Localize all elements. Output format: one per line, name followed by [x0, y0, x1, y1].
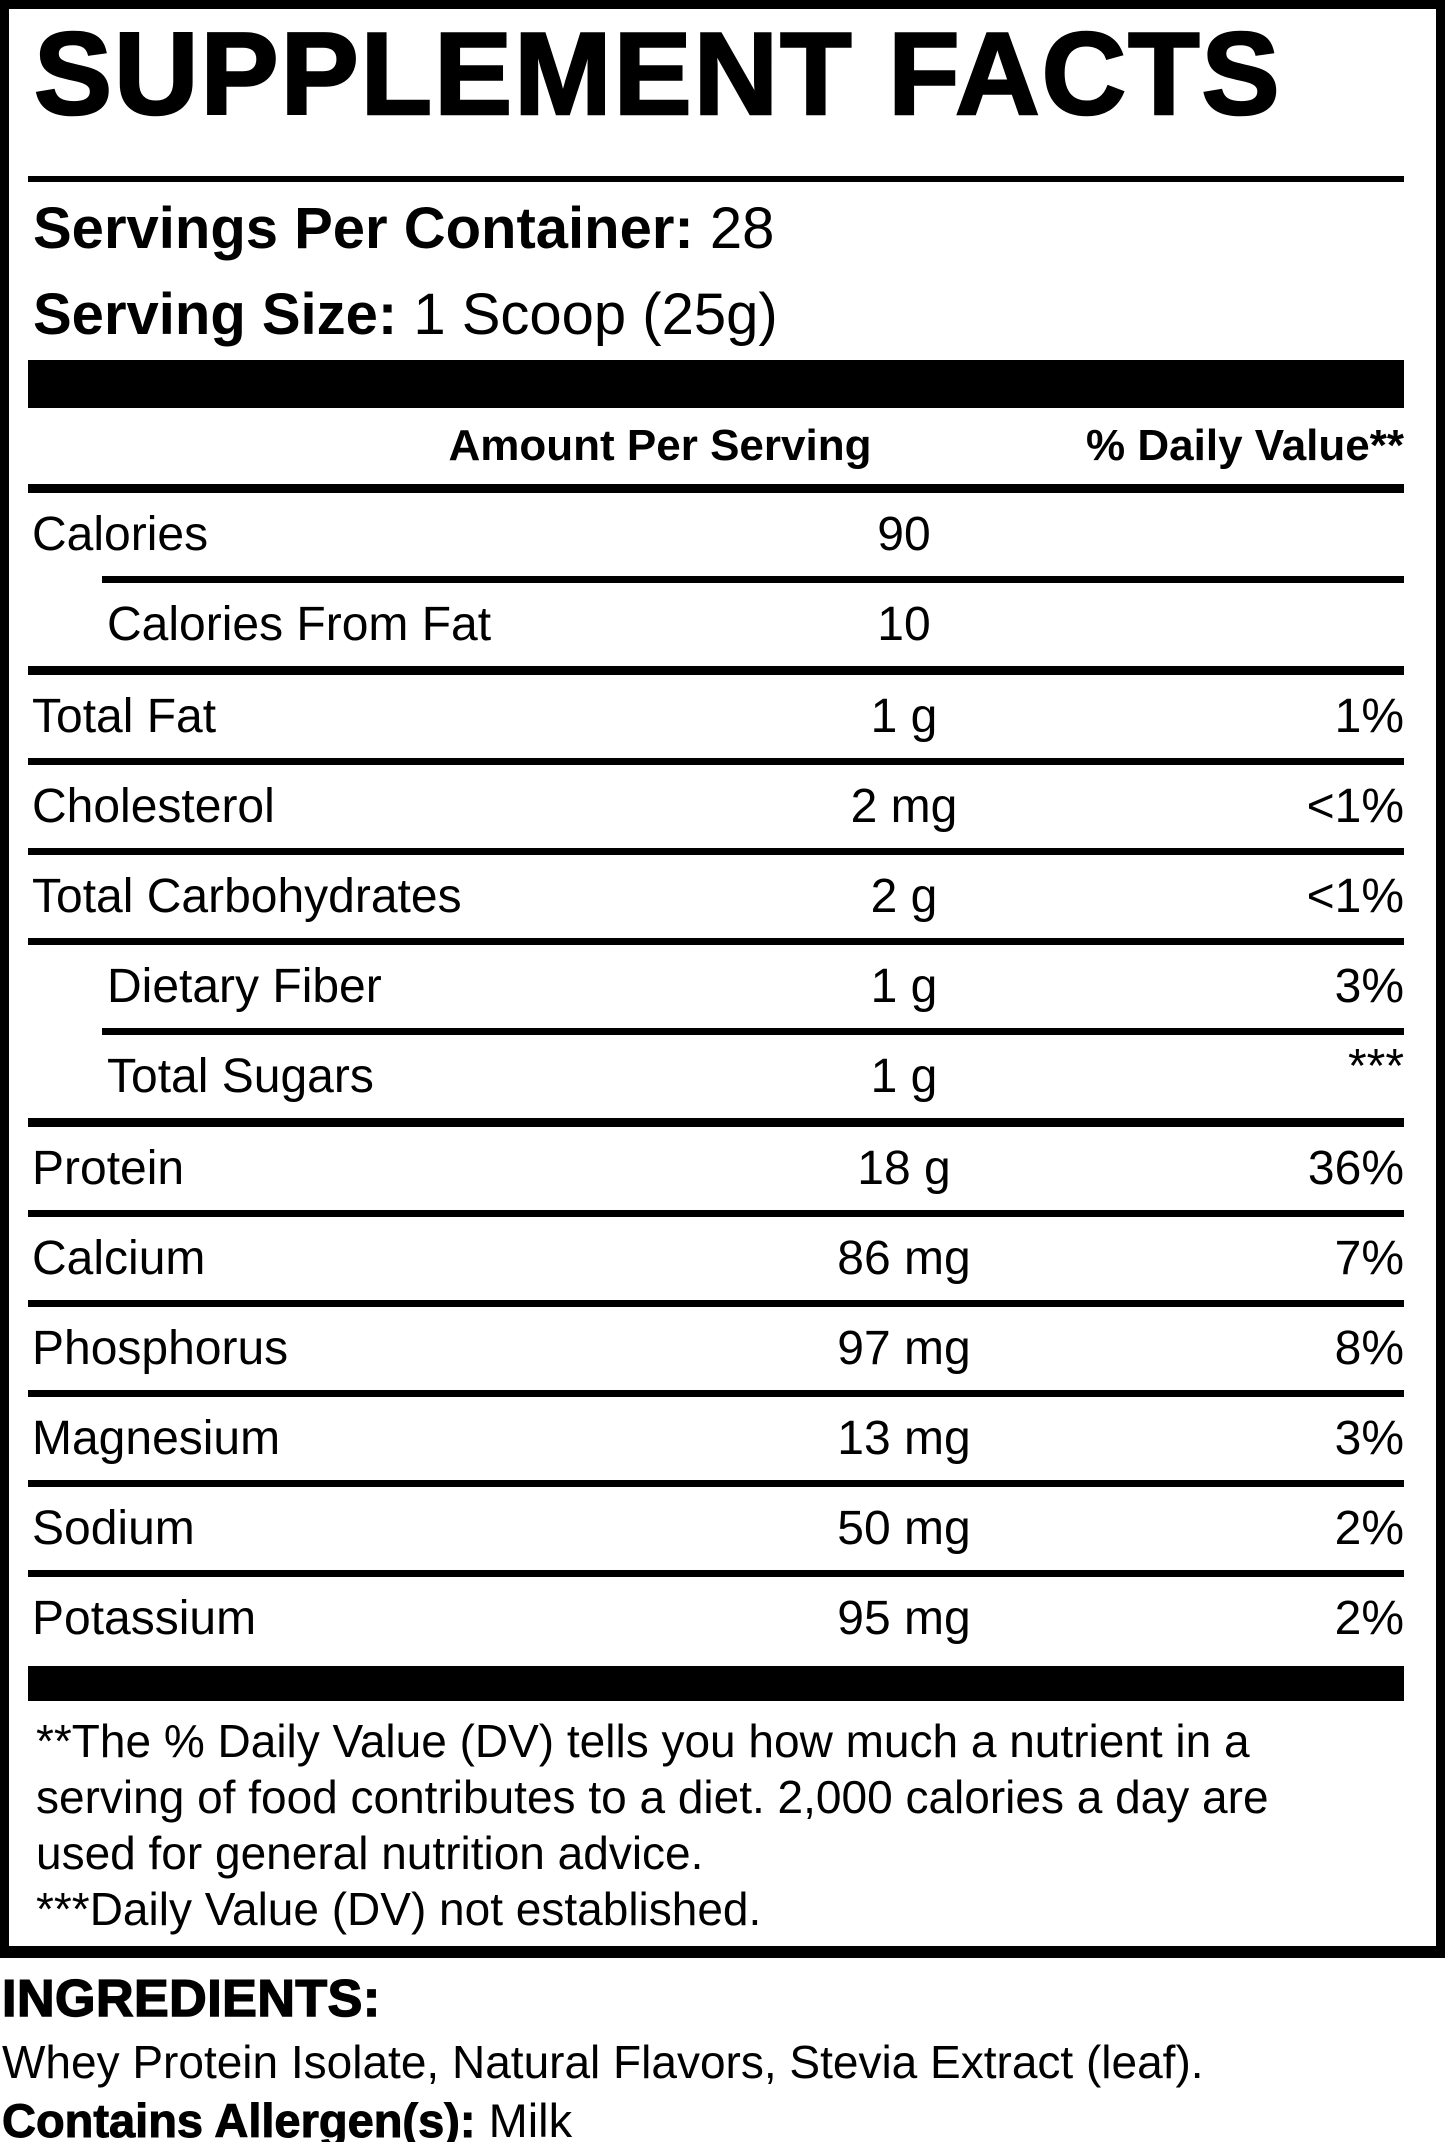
ingredients-heading: INGREDIENTS: — [1, 1969, 381, 2029]
nutrient-amount: 86 mg — [837, 1232, 971, 1285]
amount-per-serving-header: Amount Per Serving — [448, 421, 872, 470]
nutrient-daily-value: 3% — [1334, 960, 1404, 1013]
nutrient-daily-value: 2% — [1334, 1502, 1404, 1555]
table-row: Calories 90 — [28, 493, 1404, 576]
table-row: Calcium 86 mg 7% — [28, 1217, 1404, 1300]
nutrient-daily-value: <1% — [1306, 780, 1404, 833]
header-divider — [28, 484, 1404, 493]
row-divider — [28, 758, 1404, 765]
daily-value-header: % Daily Value** — [1086, 421, 1404, 470]
servings-per-container-label: Servings Per Container: — [33, 196, 694, 261]
row-divider — [28, 1390, 1404, 1397]
serving-size-label: Serving Size: — [33, 282, 398, 347]
row-divider — [28, 1480, 1404, 1487]
table-row: Phosphorus 97 mg 8% — [28, 1307, 1404, 1390]
row-divider — [28, 938, 1404, 945]
footnote-line: **The % Daily Value (DV) tells you how m… — [36, 1715, 1250, 1767]
nutrient-daily-value: 3% — [1334, 1412, 1404, 1465]
table-row: Magnesium 13 mg 3% — [28, 1397, 1404, 1480]
footnote-line: used for general nutrition advice. — [36, 1827, 704, 1879]
section-separator-bar — [28, 360, 1404, 408]
row-divider — [28, 1210, 1404, 1217]
nutrient-amount: 1 g — [870, 960, 938, 1013]
nutrient-amount: 50 mg — [837, 1502, 971, 1555]
ingredients-list: Whey Protein Isolate, Natural Flavors, S… — [2, 2036, 1204, 2088]
row-divider — [28, 666, 1404, 675]
nutrient-amount: 95 mg — [837, 1592, 971, 1645]
nutrient-name: Magnesium — [32, 1412, 281, 1465]
nutrient-name: Sodium — [32, 1502, 195, 1555]
nutrient-name: Phosphorus — [32, 1322, 289, 1375]
table-row: Total Fat 1 g 1% — [28, 675, 1404, 758]
footnotes: **The % Daily Value (DV) tells you how m… — [28, 1713, 1404, 1937]
table-row: Sodium 50 mg 2% — [28, 1487, 1404, 1570]
nutrient-daily-value: 2% — [1334, 1592, 1404, 1645]
nutrient-daily-value: 8% — [1334, 1322, 1404, 1375]
nutrient-amount: 10 — [877, 598, 931, 651]
row-divider — [102, 576, 1404, 583]
nutrient-daily-value: <1% — [1306, 870, 1404, 923]
nutrient-amount: 97 mg — [837, 1322, 971, 1375]
ingredients-section: INGREDIENTS: Whey Protein Isolate, Natur… — [0, 1958, 1445, 2142]
panel-title: SUPPLEMENT FACTS — [33, 8, 1282, 139]
nutrient-daily-value: *** — [1347, 1040, 1404, 1093]
table-row: Total Carbohydrates 2 g <1% — [28, 855, 1404, 938]
title-divider — [28, 176, 1404, 182]
row-divider — [28, 848, 1404, 855]
nutrient-name: Protein — [32, 1142, 185, 1195]
table-row: Total Sugars 1 g *** — [28, 1035, 1404, 1118]
table-row: Protein 18 g 36% — [28, 1127, 1404, 1210]
nutrient-daily-value: 36% — [1307, 1142, 1404, 1195]
row-divider — [28, 1570, 1404, 1577]
nutrient-name: Potassium — [32, 1592, 257, 1645]
nutrient-amount: 2 mg — [850, 780, 958, 833]
nutrient-name: Total Carbohydrates — [32, 870, 462, 923]
table-row: Cholesterol 2 mg <1% — [28, 765, 1404, 848]
table-header-row: Amount Per Serving % Daily Value** — [28, 408, 1404, 484]
row-divider — [28, 1300, 1404, 1307]
nutrient-daily-value: 7% — [1334, 1232, 1404, 1285]
table-row: Dietary Fiber 1 g 3% — [28, 945, 1404, 1028]
nutrient-name: Calcium — [32, 1232, 206, 1285]
row-divider — [102, 1028, 1404, 1035]
nutrient-name: Total Sugars — [107, 1050, 374, 1103]
serving-size-value: 1 Scoop (25g) — [413, 282, 778, 347]
footnote-line: serving of food contributes to a diet. 2… — [36, 1771, 1269, 1823]
table-row: Potassium 95 mg 2% — [28, 1577, 1404, 1660]
nutrient-amount: 18 g — [857, 1142, 951, 1195]
supplement-facts-panel: SUPPLEMENT FACTS Servings Per Container:… — [0, 0, 1445, 1958]
servings-per-container-value: 28 — [709, 196, 775, 261]
row-divider — [28, 1118, 1404, 1127]
serving-size-line: Serving Size: 1 Scoop (25g) — [28, 282, 1404, 348]
table-row: Calories From Fat 10 — [28, 583, 1404, 666]
allergen-label: Contains Allergen(s): — [2, 2094, 477, 2142]
nutrient-name: Calories From Fat — [107, 598, 492, 651]
allergen-line: Contains Allergen(s): Milk — [2, 2094, 1445, 2142]
nutrient-name: Dietary Fiber — [107, 960, 382, 1013]
nutrient-name: Cholesterol — [32, 780, 275, 833]
nutrient-amount: 1 g — [870, 1050, 938, 1103]
nutrient-amount: 1 g — [870, 690, 938, 743]
table-bottom-bar — [28, 1666, 1404, 1701]
footnote-line: ***Daily Value (DV) not established. — [36, 1883, 762, 1935]
servings-per-container-line: Servings Per Container: 28 — [28, 196, 1404, 262]
nutrient-table-body: Calories 90 Calories From Fat 10 Total Fat 1 … — [28, 493, 1404, 1660]
nutrient-name: Total Fat — [32, 690, 217, 743]
nutrient-name: Calories — [32, 508, 209, 561]
allergen-value: Milk — [488, 2094, 573, 2142]
nutrient-amount: 90 — [877, 508, 931, 561]
nutrient-daily-value: 1% — [1334, 690, 1404, 743]
nutrient-amount: 2 g — [870, 870, 938, 923]
nutrient-amount: 13 mg — [837, 1412, 971, 1465]
